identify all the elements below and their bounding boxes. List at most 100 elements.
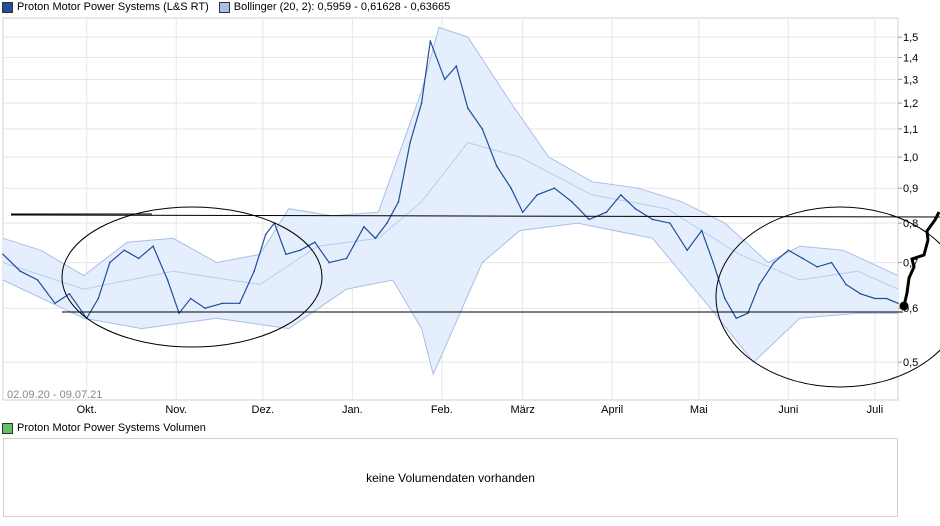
volume-legend-swatch — [2, 422, 13, 434]
price-point — [634, 207, 637, 210]
price-point — [845, 283, 847, 286]
price-point — [510, 187, 512, 189]
price-point — [787, 249, 790, 251]
x-tick-label: April — [601, 404, 623, 416]
y-tick-label: 1,4 — [903, 53, 918, 65]
price-point — [816, 266, 818, 268]
bollinger-band-fill — [3, 27, 898, 375]
x-tick-label: Juni — [778, 404, 798, 416]
price-point — [36, 279, 39, 281]
price-point — [686, 249, 688, 251]
price-point — [724, 297, 726, 300]
price-point — [386, 222, 388, 224]
price-point — [830, 261, 833, 264]
bollinger-middle-line — [2, 142, 899, 290]
y-tick-label: 0,9 — [903, 183, 918, 195]
price-legend: Proton Motor Power Systems (L&S RT) Boll… — [2, 0, 450, 14]
price-point — [409, 141, 411, 144]
price-point — [885, 297, 888, 300]
price-point — [521, 211, 524, 213]
bollinger-legend-swatch — [218, 1, 230, 13]
price-legend-swatch — [2, 1, 13, 13]
date-range-label: 02.09.20 - 09.07.21 — [7, 389, 102, 401]
price-point — [712, 261, 714, 264]
price-point — [758, 283, 761, 286]
price-point — [345, 257, 348, 260]
price-point — [68, 293, 71, 295]
price-point — [801, 257, 804, 260]
y-tick-label: 0,5 — [903, 357, 918, 369]
price-point — [536, 194, 538, 196]
price-point — [221, 302, 224, 305]
price-point — [553, 187, 556, 189]
projection-start-dot — [899, 301, 909, 311]
price-point — [467, 107, 469, 109]
price-point — [314, 241, 316, 243]
y-tick-label: 0,8 — [903, 218, 918, 230]
y-tick-label: 1,3 — [903, 74, 918, 86]
price-point — [166, 279, 169, 281]
price-point — [735, 317, 738, 320]
price-point — [420, 102, 423, 104]
price-point — [620, 194, 622, 196]
price-point — [204, 307, 206, 310]
price-point — [429, 40, 432, 42]
x-tick-label: Feb. — [431, 404, 453, 416]
x-tick-label: Jan. — [342, 404, 363, 416]
price-point — [97, 297, 100, 300]
price-point — [109, 261, 111, 264]
price-point — [443, 78, 446, 81]
price-point — [571, 200, 573, 203]
price-point — [495, 165, 498, 167]
price-point — [285, 253, 287, 256]
volume-empty-message: keine Volumendaten vorhanden — [366, 471, 535, 485]
price-point — [874, 297, 876, 300]
price-point — [54, 302, 56, 305]
price-point — [264, 233, 267, 236]
price-point — [897, 302, 899, 305]
price-point — [651, 218, 654, 221]
volume-legend: Proton Motor Power Systems Volumen — [2, 421, 206, 435]
y-axis: 0,50,60,70,80,91,01,11,21,31,41,5 — [898, 32, 918, 369]
price-point — [152, 245, 154, 247]
x-axis: Okt. Nov. Dez. Jan. Feb. März April Mai Juni Juli — [77, 404, 884, 416]
y-tick-label: 1,0 — [903, 152, 918, 164]
price-legend-label: Proton Motor Power Systems (L&S RT) — [17, 1, 209, 13]
x-tick-label: Mai — [690, 404, 708, 416]
bollinger-bands — [2, 26, 899, 376]
bollinger-lower-line — [2, 222, 898, 376]
price-point — [299, 249, 302, 251]
y-tick-label: 1,5 — [903, 32, 918, 44]
price-point — [238, 302, 241, 305]
volume-legend-label: Proton Motor Power Systems Volumen — [17, 422, 206, 434]
price-point — [588, 218, 590, 221]
price-point — [253, 270, 255, 273]
price-point — [481, 128, 484, 130]
y-tick-label: 1,2 — [903, 98, 918, 110]
price-point — [700, 229, 703, 232]
price-point — [859, 293, 862, 295]
price-point — [189, 297, 192, 300]
x-tick-label: Nov. — [165, 404, 187, 416]
bollinger-upper-line — [2, 26, 899, 277]
price-point — [669, 222, 671, 224]
highlight-ellipse-left — [61, 206, 323, 348]
y-tick-label: 1,1 — [903, 124, 918, 136]
price-point — [747, 312, 749, 315]
price-point — [137, 257, 140, 260]
x-tick-label: März — [510, 404, 534, 416]
x-tick-label: Dez. — [252, 404, 275, 416]
price-point — [19, 270, 22, 273]
price-point — [605, 211, 608, 213]
user-drawings — [10, 206, 940, 388]
price-point — [455, 65, 458, 67]
price-point — [123, 249, 126, 251]
price-point — [363, 226, 365, 228]
price-point — [178, 312, 180, 315]
price-point — [2, 253, 4, 256]
projection-arrow-path — [902, 211, 940, 307]
x-tick-label: Juli — [867, 404, 884, 416]
volume-panel: keine Volumendaten vorhanden — [3, 438, 898, 517]
highlight-ellipse-right — [715, 206, 940, 388]
price-point — [397, 200, 400, 203]
